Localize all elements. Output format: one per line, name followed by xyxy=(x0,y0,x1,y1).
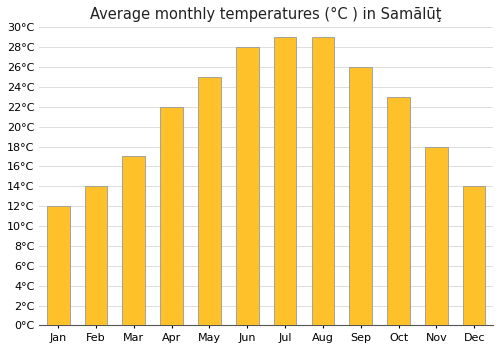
Bar xyxy=(236,47,258,326)
Bar xyxy=(312,37,334,326)
Bar xyxy=(350,67,372,326)
Bar xyxy=(274,37,296,326)
Bar xyxy=(198,77,221,326)
Bar xyxy=(387,97,410,326)
Bar xyxy=(122,156,145,326)
Bar xyxy=(463,186,485,326)
Bar xyxy=(160,107,183,326)
Bar xyxy=(47,206,70,326)
Title: Average monthly temperatures (°C ) in Samālūţ: Average monthly temperatures (°C ) in Sa… xyxy=(90,7,442,22)
Bar xyxy=(84,186,108,326)
Bar xyxy=(425,147,448,326)
